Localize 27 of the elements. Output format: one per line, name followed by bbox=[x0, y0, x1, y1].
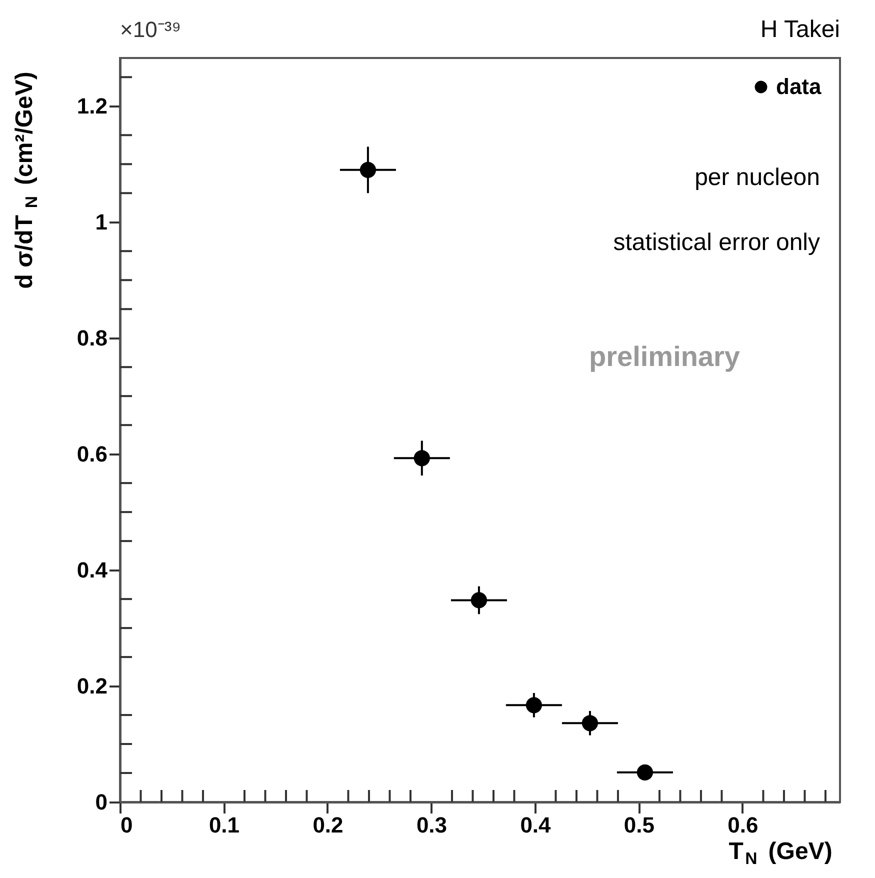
point bbox=[414, 450, 430, 466]
y-tick-label: 0.6 bbox=[76, 442, 108, 467]
annotation: statistical error only bbox=[613, 229, 820, 256]
point bbox=[360, 162, 376, 178]
y-tick-label: 0.4 bbox=[76, 558, 108, 583]
x-tick-label: 0.4 bbox=[520, 812, 552, 838]
y-tick-label: 1 bbox=[95, 210, 108, 235]
text: ×10⁻³⁹ bbox=[120, 17, 182, 42]
annotation: preliminary bbox=[589, 341, 740, 372]
annotation: per nucleon bbox=[694, 164, 820, 191]
y-tick-label: 0 bbox=[95, 790, 108, 814]
legend-label: data bbox=[776, 74, 822, 99]
x-tick-label: 0 bbox=[120, 812, 133, 838]
y-tick-label: 0.2 bbox=[76, 674, 108, 699]
x-tick-label: 0.1 bbox=[208, 812, 240, 838]
text: H Takei bbox=[760, 16, 840, 43]
y-tick-label: 0.8 bbox=[76, 326, 108, 351]
x-tick-label: 0.3 bbox=[416, 812, 448, 838]
y-tick-label: 1.2 bbox=[76, 94, 108, 119]
point bbox=[470, 592, 488, 608]
point bbox=[526, 697, 542, 714]
point bbox=[636, 764, 654, 780]
x-tick-label: 0.5 bbox=[624, 812, 655, 838]
point bbox=[582, 715, 598, 732]
x-tick-label: 0.6 bbox=[728, 812, 758, 838]
y-axis-title: d σ/dTN (cm²/GeV) bbox=[11, 72, 42, 289]
x-tick-label: 0.2 bbox=[312, 812, 344, 838]
